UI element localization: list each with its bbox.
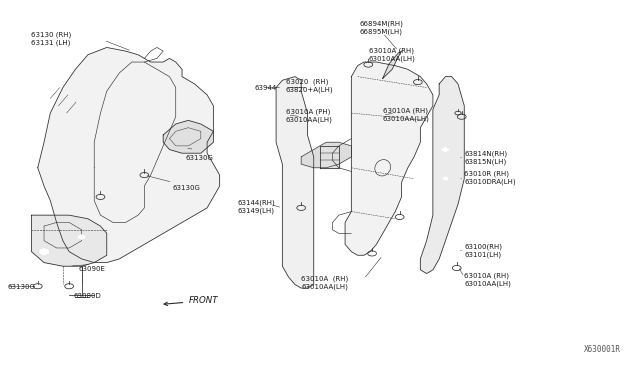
Text: 63130G: 63130G <box>173 185 200 191</box>
Text: 63100(RH)
63101(LH): 63100(RH) 63101(LH) <box>464 244 502 258</box>
Text: 63130 (RH)
63131 (LH): 63130 (RH) 63131 (LH) <box>31 31 72 46</box>
Text: 63010A (RH)
63010AA(LH): 63010A (RH) 63010AA(LH) <box>383 108 429 122</box>
Circle shape <box>442 148 449 151</box>
Text: FRONT: FRONT <box>164 296 218 305</box>
Text: 63090E: 63090E <box>79 266 106 272</box>
Circle shape <box>78 235 85 239</box>
Text: X630001R: X630001R <box>584 345 621 354</box>
Polygon shape <box>31 215 107 266</box>
Polygon shape <box>345 62 433 255</box>
Polygon shape <box>320 146 339 168</box>
Text: 63010A  (RH)
63010AA(LH): 63010A (RH) 63010AA(LH) <box>301 275 348 290</box>
Text: 63020  (RH)
63820+A(LH): 63020 (RH) 63820+A(LH) <box>285 78 333 93</box>
Circle shape <box>39 249 49 254</box>
Text: 63080D: 63080D <box>74 293 101 299</box>
Polygon shape <box>38 48 220 263</box>
Polygon shape <box>383 51 401 78</box>
Text: 63010A (RH)
63010AA(LH): 63010A (RH) 63010AA(LH) <box>464 272 511 287</box>
Text: 63010A (RH)
63010AA(LH): 63010A (RH) 63010AA(LH) <box>369 47 416 62</box>
Text: 63130G: 63130G <box>185 155 213 161</box>
Polygon shape <box>163 121 213 153</box>
Text: 63010A (PH)
63010AA(LH): 63010A (PH) 63010AA(LH) <box>285 108 332 123</box>
Text: 63944: 63944 <box>254 85 276 91</box>
Polygon shape <box>420 77 464 273</box>
Text: 63144(RH)
63149(LH): 63144(RH) 63149(LH) <box>237 200 275 214</box>
Text: 63010R (RH)
63010DRA(LH): 63010R (RH) 63010DRA(LH) <box>464 171 516 185</box>
Text: 63130G: 63130G <box>7 284 35 291</box>
Polygon shape <box>276 77 314 288</box>
Text: 66894M(RH)
66895M(LH): 66894M(RH) 66895M(LH) <box>360 20 403 35</box>
Text: 63814N(RH)
63815N(LH): 63814N(RH) 63815N(LH) <box>464 150 508 165</box>
Circle shape <box>443 177 448 180</box>
Polygon shape <box>301 142 351 168</box>
